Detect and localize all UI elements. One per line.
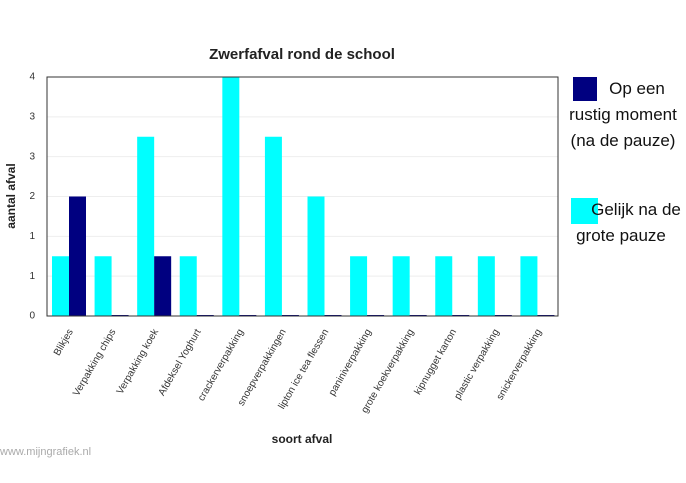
bar: [179, 256, 197, 316]
x-tick-label: Blikjes: [52, 327, 76, 358]
legend-label: Gelijk na de grote pauze: [576, 200, 681, 245]
x-tick-label: lipton ice tea flessen: [277, 327, 332, 411]
bar: [435, 256, 453, 316]
plot-frame: [46, 76, 559, 317]
y-tick-label: 3: [29, 151, 35, 162]
x-tick-label: Verpakking koek: [115, 326, 162, 396]
x-tick-label: Afdeksel Yoghurt: [157, 327, 204, 398]
x-tick-label: paniniverpakking: [327, 327, 374, 398]
x-tick-label: crackerverpakking: [196, 327, 246, 403]
bar: [222, 77, 240, 316]
chart-title: Zwerfafval rond de school: [209, 46, 395, 63]
x-axis-label: soort afval: [272, 432, 333, 446]
bar: [307, 196, 325, 316]
x-tick-label: snoepverpakkingen: [236, 327, 289, 408]
bar: [154, 256, 172, 316]
y-tick-label: 3: [29, 111, 35, 122]
bar: [69, 196, 86, 316]
legend-swatch: [573, 77, 597, 101]
y-tick-label: 2: [29, 191, 35, 202]
x-tick-label: kipnugget karton: [413, 327, 460, 397]
bar: [137, 136, 155, 316]
watermark: www.mijngrafiek.nl: [0, 446, 91, 458]
bar: [52, 256, 69, 316]
x-tick-label: plastic verpakking: [452, 327, 501, 401]
x-tick-label: Verpakking chips: [71, 327, 118, 398]
y-tick-label: 0: [29, 311, 35, 322]
legend-label: Op een rustig moment (na de pauze): [569, 79, 677, 150]
y-axis-label: aantal afval: [4, 163, 18, 228]
bar: [520, 256, 538, 316]
y-tick-label: 4: [29, 72, 35, 83]
legend-swatch: [571, 198, 598, 224]
x-tick-label: snickerverpakking: [495, 327, 545, 402]
bar: [392, 256, 410, 316]
bar: [94, 256, 112, 316]
y-tick-label: 1: [29, 231, 35, 242]
y-tick-label: 1: [29, 271, 35, 282]
bar: [477, 256, 495, 316]
bar: [350, 256, 368, 316]
bar: [264, 136, 282, 316]
